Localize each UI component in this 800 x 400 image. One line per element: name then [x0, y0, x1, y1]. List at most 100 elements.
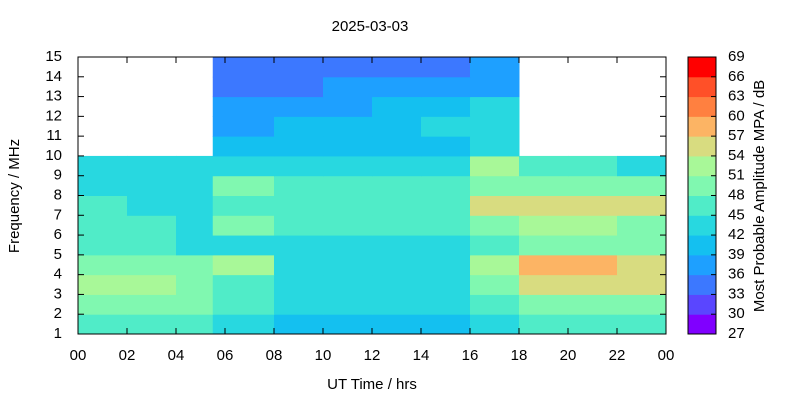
heatmap-cell — [470, 57, 520, 78]
colorbar-band — [688, 96, 716, 117]
heatmap-cell — [421, 175, 471, 196]
x-tick-label: 18 — [511, 347, 528, 364]
colorbar-band — [688, 215, 716, 236]
heatmap-cell — [323, 235, 373, 256]
heatmap-cell — [372, 195, 422, 216]
heatmap-cell — [323, 314, 373, 335]
heatmap-cell — [470, 96, 520, 117]
heatmap-cell — [212, 274, 275, 295]
heatmap-cell — [568, 314, 618, 335]
heatmap-cell — [274, 155, 324, 177]
heatmap-cell — [519, 155, 569, 177]
x-tick-label: 14 — [413, 347, 430, 364]
heatmap-cell — [470, 175, 520, 196]
colorbar-band — [688, 175, 716, 196]
heatmap-cell — [372, 175, 422, 196]
heatmap-cell — [568, 175, 618, 196]
heatmap-cell — [274, 195, 324, 216]
heatmap-cell — [519, 314, 569, 335]
heatmap-cell — [617, 314, 667, 335]
heatmap-cell — [212, 215, 275, 236]
y-tick-label: 8 — [54, 186, 62, 203]
heatmap-cell — [78, 235, 128, 256]
y-tick-label: 6 — [54, 226, 62, 243]
heatmap-cell — [176, 274, 214, 295]
heatmap-cell — [372, 57, 422, 78]
heatmap-cell — [176, 175, 214, 196]
y-tick-label: 1 — [54, 325, 62, 342]
heatmap-cell — [372, 155, 422, 177]
heatmap-cell — [323, 155, 373, 177]
heatmap-cell — [323, 254, 373, 276]
colorbar-tick-label: 36 — [728, 266, 745, 283]
heatmap-cell — [274, 235, 324, 256]
heatmap-cell — [519, 294, 569, 315]
heatmap-cell — [78, 274, 128, 295]
x-tick-label: 12 — [364, 347, 381, 364]
heatmap-cell — [617, 254, 667, 276]
heatmap-cell — [78, 314, 128, 335]
heatmap-cell — [274, 116, 324, 137]
y-tick-label: 3 — [54, 285, 62, 302]
colorbar-tick-label: 30 — [728, 305, 745, 322]
heatmap-cell — [323, 195, 373, 216]
x-tick-label: 20 — [560, 347, 577, 364]
heatmap-cell — [127, 235, 177, 256]
colorbar-band — [688, 155, 716, 177]
heatmap-cell — [519, 254, 569, 276]
y-axis-label: Frequency / MHz — [6, 139, 23, 253]
colorbar-tick-label: 60 — [728, 107, 745, 124]
colorbar-tick-label: 33 — [728, 285, 745, 302]
heatmap-cell — [617, 175, 667, 196]
heatmap-cell — [274, 96, 324, 117]
heatmap-cell — [274, 294, 324, 315]
heatmap-cell — [127, 155, 177, 177]
heatmap-cell — [176, 155, 214, 177]
colorbar-band — [688, 235, 716, 256]
heatmap-cell — [323, 116, 373, 137]
heatmap-cell — [274, 274, 324, 295]
heatmap-cell — [470, 294, 520, 315]
x-tick-label: 02 — [119, 347, 136, 364]
y-tick-label: 14 — [45, 68, 62, 85]
heatmap-cell — [568, 274, 618, 295]
heatmap-cell — [519, 274, 569, 295]
y-tick-label: 9 — [54, 167, 62, 184]
heatmap-cell — [127, 314, 177, 335]
x-tick-label: 22 — [609, 347, 626, 364]
colorbar-band — [688, 57, 716, 78]
heatmap-cell — [372, 235, 422, 256]
heatmap-cell — [470, 254, 520, 276]
heatmap-cell — [470, 314, 520, 335]
heatmap-cell — [323, 215, 373, 236]
colorbar-band — [688, 294, 716, 315]
heatmap-cell — [470, 274, 520, 295]
heatmap-cell — [568, 235, 618, 256]
heatmap-cell — [421, 235, 471, 256]
heatmap-cell — [212, 136, 275, 157]
heatmap-cell — [372, 116, 422, 137]
heatmap-cell — [212, 314, 275, 335]
heatmap-cell — [78, 175, 128, 196]
heatmap-cell — [617, 235, 667, 256]
x-tick-label: 16 — [462, 347, 479, 364]
heatmap-cell — [176, 254, 214, 276]
chart-title: 2025-03-03 — [332, 18, 409, 35]
heatmap-cell — [274, 57, 324, 78]
heatmap-cell — [127, 175, 177, 196]
heatmap-cell — [176, 294, 214, 315]
heatmap-cell — [617, 155, 667, 177]
heatmap-cell — [176, 215, 214, 236]
colorbar-band — [688, 314, 716, 335]
heatmap-cell — [372, 294, 422, 315]
heatmap-cell — [421, 195, 471, 216]
colorbar-tick-label: 51 — [728, 167, 745, 184]
heatmap-cell — [421, 215, 471, 236]
colorbar-band — [688, 254, 716, 276]
heatmap-cell — [421, 274, 471, 295]
heatmap-cell — [421, 155, 471, 177]
colorbar-label: Most Probable Amplitude MPA / dB — [751, 80, 768, 312]
heatmap-cell — [421, 294, 471, 315]
heatmap-cell — [421, 57, 471, 78]
